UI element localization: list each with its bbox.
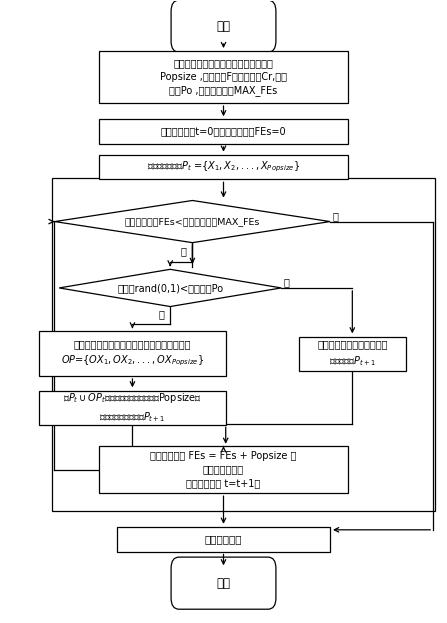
Text: 当前演化代数t=0；当前评价次数FEs=0: 当前演化代数t=0；当前评价次数FEs=0 [160, 126, 287, 136]
FancyBboxPatch shape [39, 391, 226, 425]
Text: 随机数rand(0,1)<反向概率Po: 随机数rand(0,1)<反向概率Po [117, 283, 223, 293]
Text: 当前评价次数 FEs = FEs + Popsize ；
保存最优个体；
当前演化代数 t=t+1；: 当前评价次数 FEs = FEs + Popsize ； 保存最优个体； 当前演… [150, 451, 297, 488]
FancyBboxPatch shape [99, 155, 348, 179]
FancyBboxPatch shape [299, 336, 405, 371]
Text: 开始: 开始 [216, 20, 231, 32]
FancyBboxPatch shape [39, 331, 226, 376]
Text: 否: 否 [332, 211, 338, 221]
Text: 否: 否 [283, 277, 289, 287]
Polygon shape [55, 201, 330, 242]
Text: 当前评价次数FEs<最大评价次数MAX_FEs: 当前评价次数FEs<最大评价次数MAX_FEs [125, 217, 260, 226]
FancyBboxPatch shape [99, 447, 348, 493]
FancyBboxPatch shape [117, 526, 330, 551]
Text: 是: 是 [158, 309, 164, 319]
FancyBboxPatch shape [171, 0, 276, 52]
Text: 用户自定义初始化参数，包括种群大小
Popsize ,缩放因子F，交叉概率Cr,反向
概率Po ,最大评价次数MAX_FEs: 用户自定义初始化参数，包括种群大小 Popsize ,缩放因子F，交叉概率Cr,… [160, 58, 287, 96]
Polygon shape [59, 269, 281, 307]
FancyBboxPatch shape [99, 119, 348, 144]
Text: 输出最优个体: 输出最优个体 [205, 534, 242, 544]
FancyBboxPatch shape [99, 50, 348, 103]
Text: 执行传统差分演化操作产生
下一代种群$P_{t+1}$: 执行传统差分演化操作产生 下一代种群$P_{t+1}$ [317, 340, 388, 368]
Text: 结束: 结束 [216, 577, 231, 589]
FancyBboxPatch shape [171, 557, 276, 609]
Text: 产生初始化种群$P_t$ ={$X_1, X_2,...,X_{Popsize}$}: 产生初始化种群$P_t$ ={$X_1, X_2,...,X_{Popsize}… [147, 159, 300, 174]
Text: 是: 是 [181, 245, 186, 255]
Text: 执行适应性反向操作，产生适应性反向种群：
$OP$={$OX_1,OX_2,...,OX_{Popsize}$}: 执行适应性反向操作，产生适应性反向种群： $OP$={$OX_1,OX_2,..… [61, 340, 204, 368]
Text: 从$P_t\cup OP_t$中选择出适应值最小的前Popsize个
个体作为下一代种群$P_{t+1}$: 从$P_t\cup OP_t$中选择出适应值最小的前Popsize个 个体作为下… [63, 391, 202, 424]
